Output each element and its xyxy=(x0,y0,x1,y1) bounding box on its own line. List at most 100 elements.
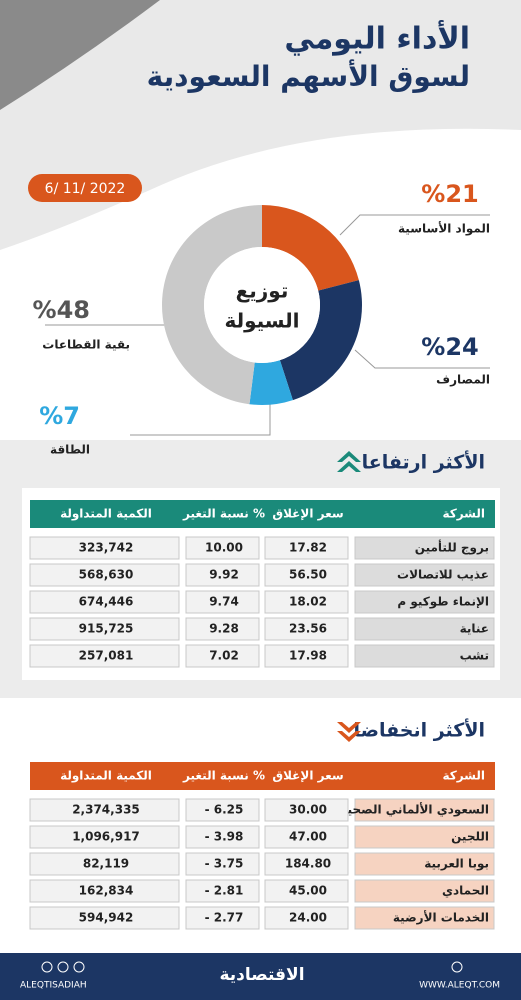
site: WWW.ALEQT.COM xyxy=(419,981,500,991)
title: الأداء اليومي xyxy=(284,20,470,57)
social-handle: ALEQTISADIAH xyxy=(20,981,87,991)
table-cell xyxy=(264,644,349,668)
table-cell xyxy=(264,563,349,587)
table-cell xyxy=(29,798,180,822)
table-text: 2,374,335 xyxy=(72,803,140,817)
table-cell xyxy=(29,590,180,614)
slice-value: %21 xyxy=(421,180,478,208)
table-text: 162,834 xyxy=(79,884,134,898)
table-text: - 2.77 xyxy=(205,911,244,925)
table-cell xyxy=(264,798,349,822)
table-cell xyxy=(264,879,349,903)
table-text: 17.98 xyxy=(289,649,327,663)
table-text: الخدمات الأرضية xyxy=(393,910,489,925)
table-header xyxy=(30,762,495,790)
web-icon xyxy=(451,961,463,973)
column-header: سعر الإغلاق xyxy=(272,769,343,783)
donut-hole xyxy=(204,247,320,363)
table-text: الإنماء طوكيو م xyxy=(397,595,489,610)
table-cell xyxy=(264,590,349,614)
table-cell xyxy=(185,879,260,903)
table-cell xyxy=(185,563,260,587)
slice-label: المصارف xyxy=(436,373,490,387)
down-icon xyxy=(337,722,361,742)
table-text: تشب xyxy=(460,649,489,663)
table-text: 9.28 xyxy=(209,622,239,636)
footer-bg xyxy=(0,953,521,1000)
slice-label: بقية القطاعات xyxy=(42,338,130,352)
donut-title: توزيع xyxy=(236,279,289,303)
table-cell xyxy=(185,590,260,614)
table-cell xyxy=(185,644,260,668)
table-cell xyxy=(264,617,349,641)
table-text: 1,096,917 xyxy=(72,830,140,844)
table-text: 9.74 xyxy=(209,595,239,609)
table-text: 24.00 xyxy=(289,911,327,925)
table-text: 56.50 xyxy=(289,568,327,582)
table-text: 915,725 xyxy=(79,622,134,636)
table-cell xyxy=(185,798,260,822)
table-text: عذيب للاتصالات xyxy=(397,568,489,582)
table-cell xyxy=(185,825,260,849)
leader xyxy=(354,349,490,369)
table-text: 257,081 xyxy=(79,649,134,663)
table-text: 30.00 xyxy=(289,803,327,817)
table-cell xyxy=(354,617,495,641)
column-header: الكمية المتداولة xyxy=(60,507,152,522)
table-cell xyxy=(29,825,180,849)
up-icon xyxy=(337,451,361,472)
table-cell xyxy=(354,879,495,903)
table-cell xyxy=(185,906,260,930)
slice-value: %7 xyxy=(39,402,80,430)
table-text: 568,630 xyxy=(79,568,134,582)
table-text: عناية xyxy=(460,622,489,636)
table-cell xyxy=(354,906,495,930)
table-cell xyxy=(29,906,180,930)
header-accent xyxy=(0,0,160,110)
leader xyxy=(339,214,490,236)
table-text: بروج للتأمين xyxy=(415,540,489,556)
table-cell xyxy=(185,617,260,641)
social-icons xyxy=(41,961,85,973)
logo: الاقتصادية xyxy=(219,965,304,985)
section-title: الأكثر ارتفاعا xyxy=(362,451,485,474)
title: لسوق الأسهم السعودية xyxy=(147,59,470,93)
date-pill xyxy=(28,174,142,202)
column-header: الكمية المتداولة xyxy=(60,769,152,784)
table-cell xyxy=(29,563,180,587)
section-title: الأكثر انخفاضا xyxy=(353,719,485,742)
table-text: - 3.98 xyxy=(205,830,244,844)
table-cell xyxy=(354,536,495,560)
donut-slice xyxy=(262,205,359,291)
donut-slice xyxy=(249,360,293,406)
table-cell xyxy=(264,536,349,560)
slice-value: %24 xyxy=(421,333,478,361)
table-cell xyxy=(29,879,180,903)
table-cell xyxy=(29,536,180,560)
table-text: - 6.25 xyxy=(205,803,244,817)
table-cell xyxy=(29,617,180,641)
table-text: 18.02 xyxy=(289,595,327,609)
table-cell xyxy=(354,563,495,587)
table-text: بوبا العربية xyxy=(424,857,489,872)
table-cell xyxy=(185,536,260,560)
table-cell xyxy=(354,644,495,668)
table-text: 82,119 xyxy=(83,857,129,871)
table-cell xyxy=(354,852,495,876)
table-cell xyxy=(264,906,349,930)
table-text: 323,742 xyxy=(79,541,134,555)
table-cell xyxy=(264,852,349,876)
leader xyxy=(130,400,271,436)
slice-label: الطاقة xyxy=(50,443,90,457)
table-text: 23.56 xyxy=(289,622,327,636)
table-text: 9.92 xyxy=(209,568,239,582)
column-header: نسبة التغير % xyxy=(182,507,265,521)
table-text: الحمادي xyxy=(442,884,489,898)
donut-title: السيولة xyxy=(224,309,299,333)
table-cell xyxy=(29,852,180,876)
table-cell xyxy=(29,644,180,668)
slice-value: %48 xyxy=(33,296,90,324)
table-text: 7.02 xyxy=(209,649,239,663)
donut-slice xyxy=(279,280,362,401)
